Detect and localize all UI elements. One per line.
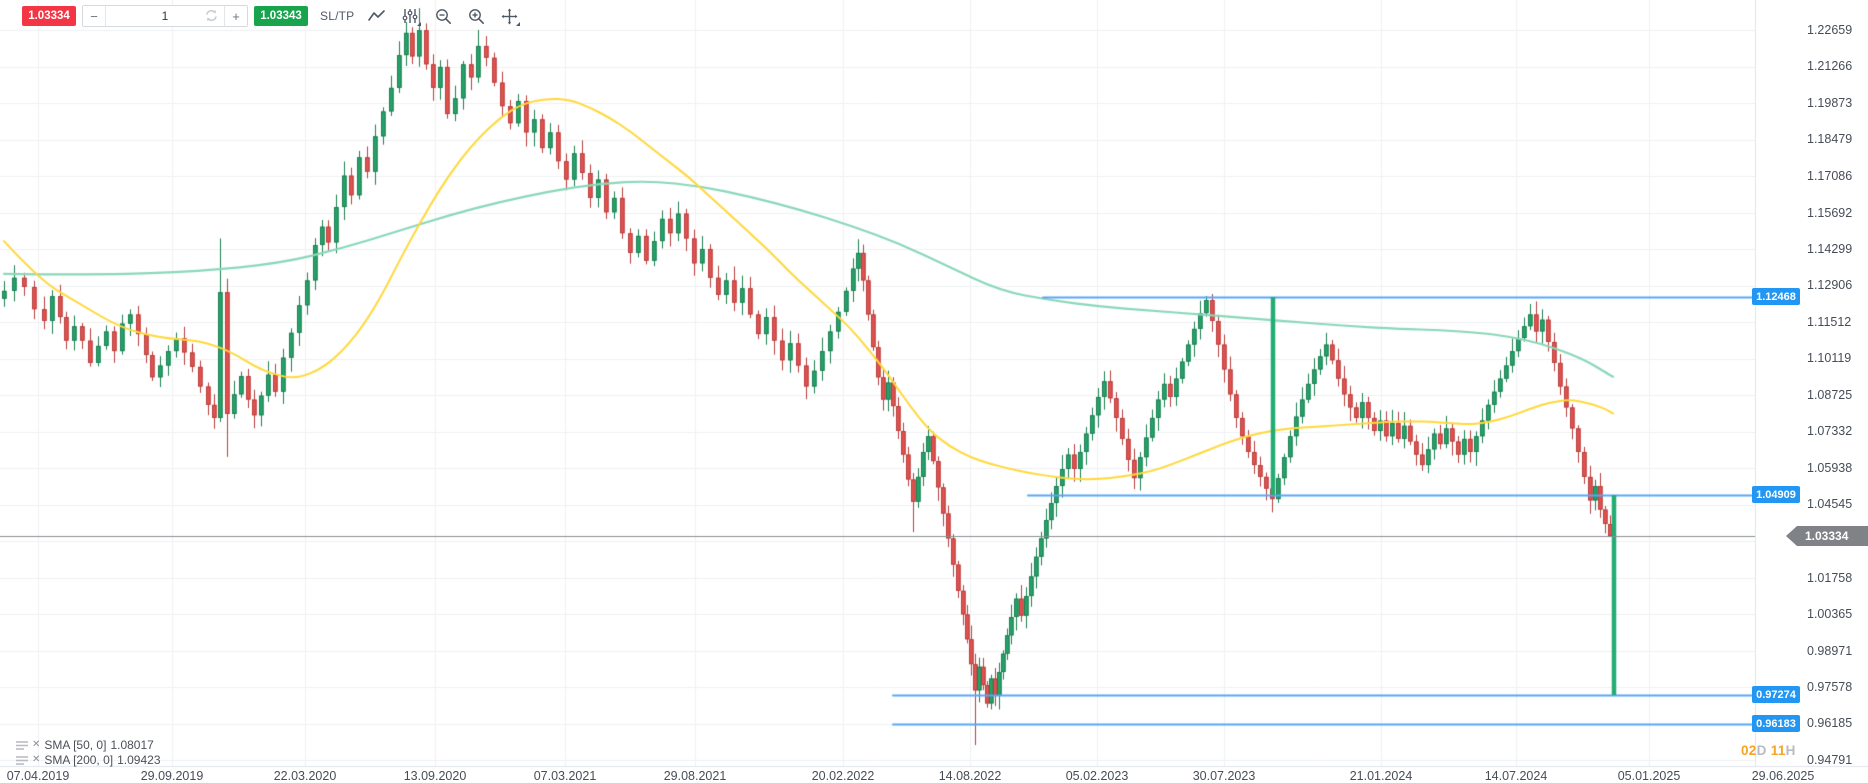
time-axis-label: 07.03.2021 [533,769,597,783]
pan-icon[interactable] [499,6,521,26]
indicator-chart-icon[interactable] [16,740,28,750]
price-axis-label: 1.08725 [1807,388,1853,402]
price-axis-label: 1.10119 [1807,351,1852,366]
sell-price-button[interactable]: 1.03334 [22,6,76,26]
price-axis-label: 1.05938 [1807,461,1853,475]
indicator-chart-icon[interactable] [16,755,28,765]
price-axis-label: 1.15692 [1807,205,1853,220]
candle-countdown: 02D 11H [1741,743,1796,758]
indicator-legend: ✕ SMA [50, 0] 1.08017 ✕ SMA [200, 0] 1.0… [16,737,161,767]
volume-input[interactable]: 1 [106,6,224,26]
countdown-days: 02 [1741,743,1757,758]
price-axis-label: 1.00365 [1807,606,1853,621]
price-axis-label: 1.22659 [1807,23,1853,37]
time-axis-label: 20.02.2022 [811,769,875,783]
trade-toolbar: 1.03334 − 1 + 1.03343 SL/TP [22,5,521,27]
price-axis-label: 1.18479 [1807,132,1853,147]
zoom-out-icon[interactable] [433,6,453,26]
level-price-badge: 1.12468 [1752,288,1800,306]
price-axis-label: 1.07332 [1807,424,1853,439]
level-price-badge: 1.04909 [1752,486,1800,504]
price-axis-label: 1.01758 [1807,570,1853,585]
close-icon[interactable]: ✕ [32,753,41,765]
legend-label: SMA [200, 0] [44,752,114,767]
price-axis-label: 1.12906 [1807,278,1853,293]
time-axis-label: 05.01.2025 [1617,769,1681,783]
price-axis-label: 1.19873 [1807,95,1853,110]
legend-value: 1.08017 [110,737,154,752]
current-price-badge: 1.03334 [1786,526,1868,547]
time-axis-label: 14.07.2024 [1484,769,1548,783]
volume-value: 1 [161,9,169,23]
price-arrow-icon [1786,526,1797,547]
price-axis-label: 1.04545 [1807,497,1853,512]
time-axis-label: 14.08.2022 [938,769,1002,783]
indicators-icon[interactable] [400,6,422,26]
volume-decrease-button[interactable]: − [83,6,106,26]
price-axis-label: 1.14299 [1807,241,1853,256]
price-axis-label: 0.96185 [1807,716,1853,731]
refresh-icon[interactable] [205,9,218,22]
close-icon[interactable]: ✕ [32,738,41,750]
legend-row-sma200[interactable]: ✕ SMA [200, 0] 1.09423 [16,752,161,767]
legend-row-sma50[interactable]: ✕ SMA [50, 0] 1.08017 [16,737,161,752]
price-axis-label: 1.11512 [1807,314,1852,329]
price-axis-label: 0.97578 [1807,679,1853,694]
level-price-badge: 0.96183 [1752,715,1800,733]
time-axis-label: 22.03.2020 [273,769,337,783]
buy-price-button[interactable]: 1.03343 [254,6,308,26]
line-chart-icon[interactable] [367,6,387,26]
time-axis-label: 29.06.2025 [1751,769,1815,783]
chevron-down-icon [417,22,422,26]
time-axis-label: 29.08.2021 [663,769,727,783]
time-axis-label: 05.02.2023 [1065,769,1129,783]
price-axis-label: 1.21266 [1807,59,1853,74]
time-axis-label: 21.01.2024 [1349,769,1413,783]
countdown-hours-unit: H [1785,743,1796,758]
legend-value: 1.09423 [117,752,161,767]
price-axis-label: 0.94791 [1807,753,1853,767]
level-price-badge: 0.97274 [1752,686,1800,704]
time-axis-label: 07.04.2019 [6,769,70,783]
price-axis-label: 1.17086 [1807,168,1853,183]
volume-increase-button[interactable]: + [224,6,247,26]
price-axis-label: 0.98971 [1807,643,1853,658]
time-axis-label: 30.07.2023 [1192,769,1256,783]
time-axis-label: 13.09.2020 [403,769,467,783]
legend-label: SMA [50, 0] [44,737,107,752]
time-axis-label: 29.09.2019 [140,769,204,783]
volume-stepper: − 1 + [82,5,248,27]
chevron-down-icon [516,22,521,26]
zoom-in-icon[interactable] [466,6,486,26]
current-price-value: 1.03334 [1797,526,1868,547]
countdown-hours: 11 [1770,743,1786,758]
countdown-days-unit: D [1756,743,1767,758]
sltp-button[interactable]: SL/TP [320,9,355,23]
